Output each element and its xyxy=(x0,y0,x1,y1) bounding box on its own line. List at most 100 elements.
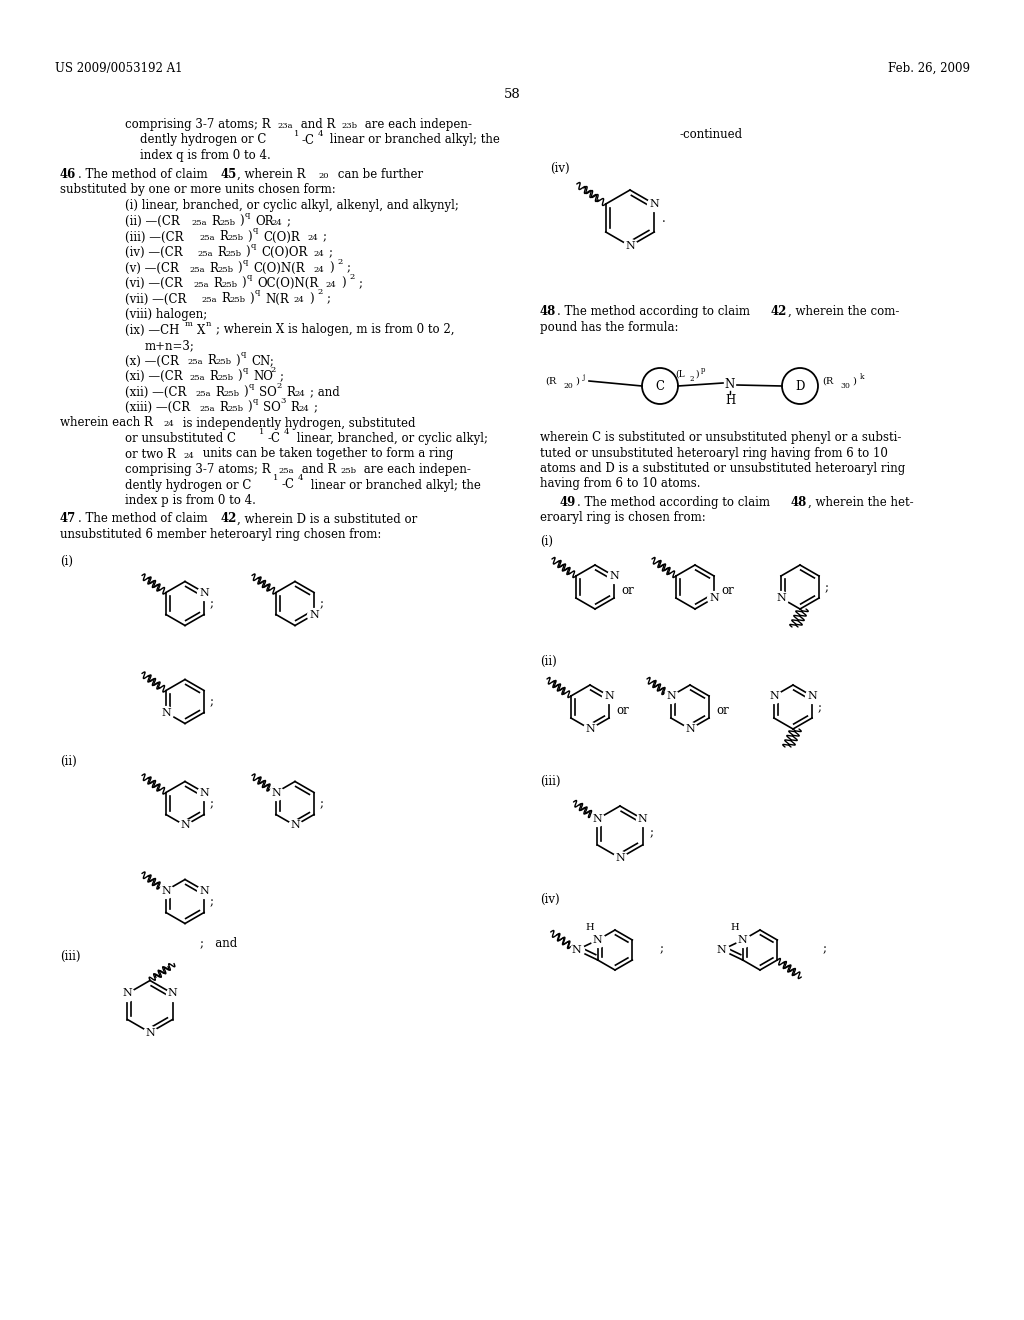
Text: N: N xyxy=(776,593,785,603)
Text: OC(O)N(R: OC(O)N(R xyxy=(257,277,318,290)
Text: (v) —(CR: (v) —(CR xyxy=(125,261,179,275)
Text: N: N xyxy=(145,1027,155,1038)
Text: SO: SO xyxy=(259,385,276,399)
Text: R: R xyxy=(209,370,218,383)
Text: C(O)R: C(O)R xyxy=(263,231,300,243)
Text: ; wherein X is halogen, m is from 0 to 2,: ; wherein X is halogen, m is from 0 to 2… xyxy=(216,323,455,337)
Text: 58: 58 xyxy=(504,88,520,102)
Text: are each indepen-: are each indepen- xyxy=(360,463,471,477)
Text: or: or xyxy=(616,704,629,717)
Text: q: q xyxy=(253,397,258,405)
Text: (ix) —CH: (ix) —CH xyxy=(125,323,179,337)
Text: ): ) xyxy=(243,385,248,399)
Text: 4: 4 xyxy=(284,428,290,436)
Text: 45: 45 xyxy=(221,168,238,181)
Text: (iii) —(CR: (iii) —(CR xyxy=(125,231,183,243)
Text: linear or branched alkyl; the: linear or branched alkyl; the xyxy=(326,133,500,147)
Text: N: N xyxy=(571,945,582,954)
Text: (R: (R xyxy=(545,376,556,385)
Text: ;: ; xyxy=(210,797,214,810)
Text: 25b: 25b xyxy=(217,265,233,273)
Text: R: R xyxy=(219,231,228,243)
Text: (iv): (iv) xyxy=(540,894,560,906)
Text: 25a: 25a xyxy=(187,359,203,367)
Text: 25a: 25a xyxy=(195,389,211,397)
Text: q: q xyxy=(243,366,249,374)
Text: q: q xyxy=(247,273,252,281)
Text: index p is from 0 to 4.: index p is from 0 to 4. xyxy=(125,494,256,507)
Text: ;: ; xyxy=(314,401,318,414)
Text: j: j xyxy=(583,374,586,381)
Text: wherein C is substituted or unsubstituted phenyl or a substi-: wherein C is substituted or unsubstitute… xyxy=(540,432,901,444)
Text: N: N xyxy=(807,690,817,701)
Text: N: N xyxy=(271,788,281,797)
Text: 30: 30 xyxy=(840,381,850,389)
Text: N: N xyxy=(604,690,614,701)
Text: ;: ; xyxy=(210,895,214,908)
Text: H: H xyxy=(725,393,735,407)
Text: N: N xyxy=(710,593,719,603)
Text: (iv): (iv) xyxy=(550,162,569,176)
Text: 20: 20 xyxy=(318,172,329,180)
Text: 25b: 25b xyxy=(227,235,243,243)
Text: ;: ; xyxy=(650,826,654,840)
Text: 49: 49 xyxy=(560,496,577,510)
Text: ;: ; xyxy=(280,370,284,383)
Text: ): ) xyxy=(329,261,334,275)
Text: 25a: 25a xyxy=(278,467,294,475)
Text: 48: 48 xyxy=(791,496,807,510)
Text: 25b: 25b xyxy=(219,219,234,227)
Text: 24: 24 xyxy=(325,281,336,289)
Text: . The method of claim: . The method of claim xyxy=(78,168,211,181)
Text: R: R xyxy=(290,401,299,414)
Text: 24: 24 xyxy=(298,405,309,413)
Text: m+n=3;: m+n=3; xyxy=(145,339,195,352)
Text: ;: ; xyxy=(347,261,351,275)
Text: ): ) xyxy=(241,277,246,290)
Text: N: N xyxy=(290,821,300,830)
Text: (xi) —(CR: (xi) —(CR xyxy=(125,370,182,383)
Text: 25a: 25a xyxy=(199,405,214,413)
Text: ;: ; xyxy=(329,246,333,259)
Text: N: N xyxy=(769,690,779,701)
Text: N: N xyxy=(685,723,695,734)
Text: 2: 2 xyxy=(689,375,693,383)
Text: ): ) xyxy=(341,277,346,290)
Text: N: N xyxy=(123,989,132,998)
Text: ;: ; xyxy=(319,598,324,610)
Text: ): ) xyxy=(249,293,254,305)
Text: 48: 48 xyxy=(540,305,556,318)
Text: ): ) xyxy=(237,370,242,383)
Text: N: N xyxy=(200,587,209,598)
Text: ;: ; xyxy=(818,701,822,714)
Text: N: N xyxy=(180,821,189,830)
Text: 25a: 25a xyxy=(201,297,216,305)
Text: 25a: 25a xyxy=(189,374,205,381)
Text: 25b: 25b xyxy=(215,359,231,367)
Text: N: N xyxy=(161,708,171,718)
Text: . The method according to claim: . The method according to claim xyxy=(557,305,754,318)
Text: 25b: 25b xyxy=(217,374,233,381)
Text: -C: -C xyxy=(302,133,315,147)
Text: N: N xyxy=(585,723,595,734)
Text: 2: 2 xyxy=(337,257,342,265)
Text: N: N xyxy=(625,242,635,251)
Text: (vi) —(CR: (vi) —(CR xyxy=(125,277,182,290)
Text: 46: 46 xyxy=(60,168,76,181)
Text: linear, branched, or cyclic alkyl;: linear, branched, or cyclic alkyl; xyxy=(293,432,488,445)
Text: 24: 24 xyxy=(163,421,174,429)
Text: 25a: 25a xyxy=(191,219,207,227)
Text: ): ) xyxy=(247,231,252,243)
Text: n: n xyxy=(206,319,211,327)
Text: (iv) —(CR: (iv) —(CR xyxy=(125,246,182,259)
Text: ): ) xyxy=(309,293,313,305)
Text: (iii): (iii) xyxy=(540,775,560,788)
Text: N: N xyxy=(649,199,659,209)
Text: (i) linear, branched, or cyclic alkyl, alkenyl, and alkynyl;: (i) linear, branched, or cyclic alkyl, a… xyxy=(125,199,459,213)
Text: N: N xyxy=(593,814,602,824)
Text: N(R: N(R xyxy=(265,293,289,305)
Text: or: or xyxy=(716,704,729,717)
Text: 25b: 25b xyxy=(227,405,243,413)
Text: substituted by one or more units chosen form:: substituted by one or more units chosen … xyxy=(60,183,336,195)
Text: NO: NO xyxy=(253,370,272,383)
